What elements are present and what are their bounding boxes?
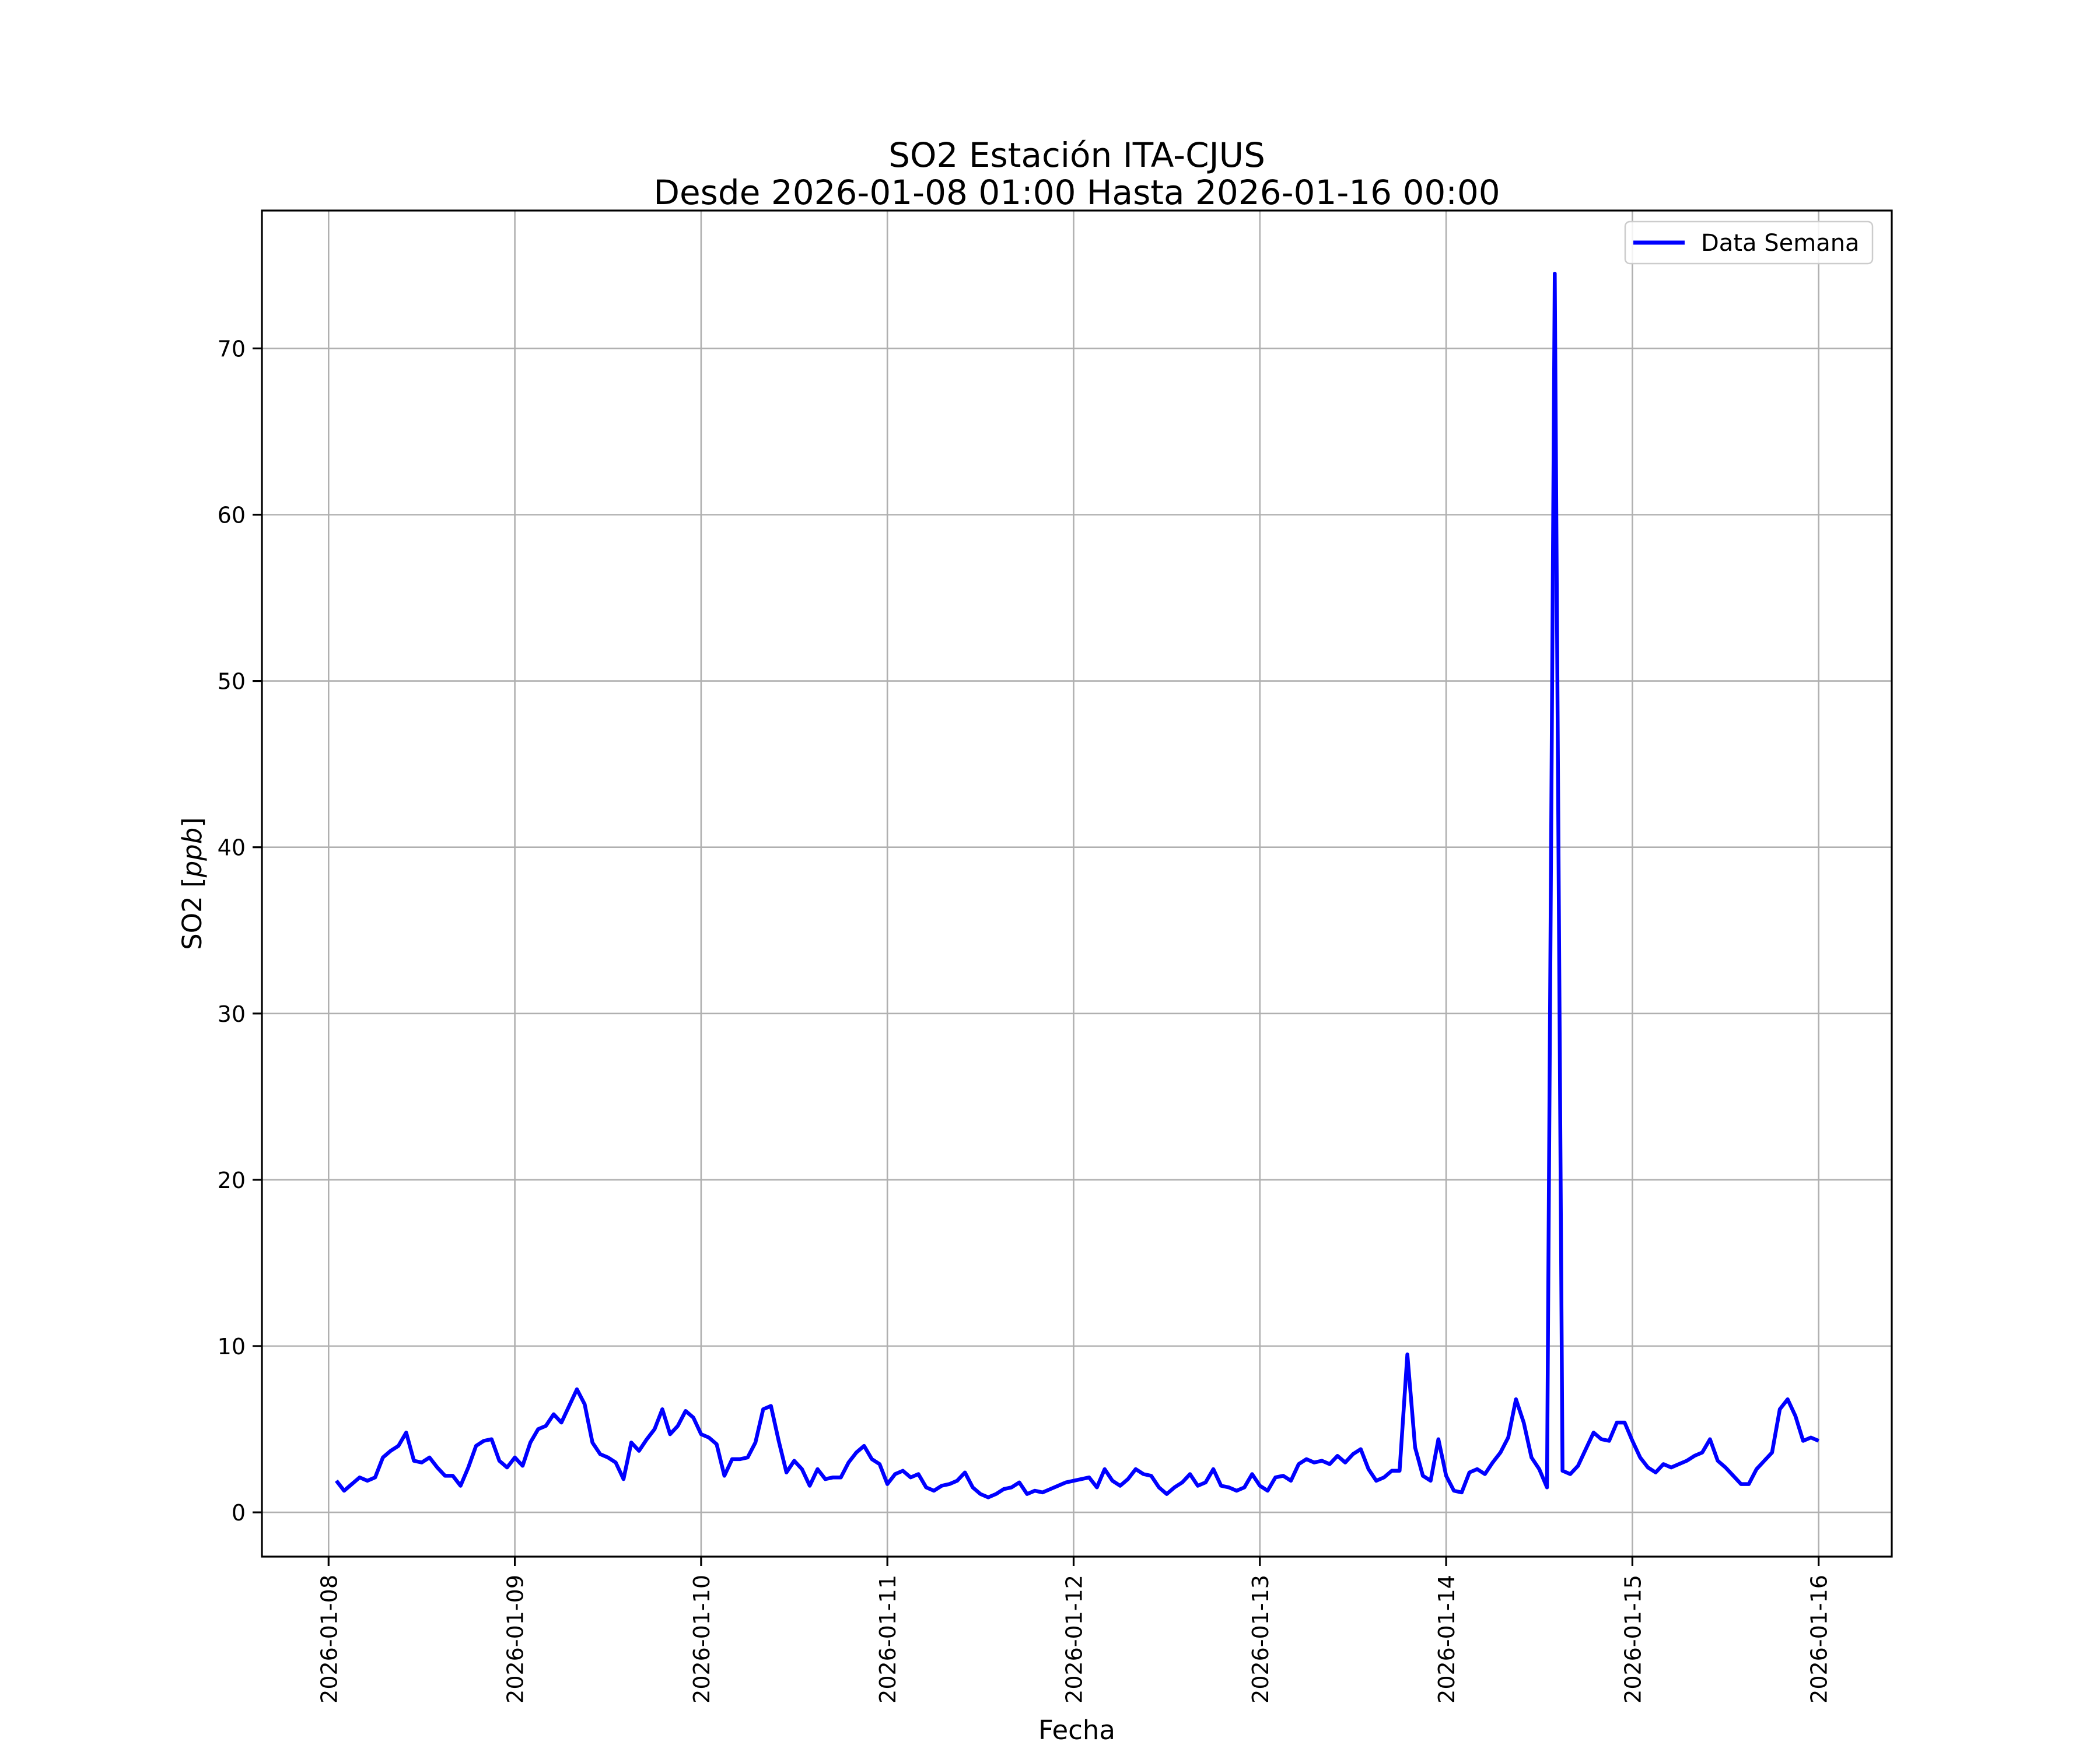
- x-tick-label: 2026-01-09: [503, 1575, 528, 1704]
- grid-lines: [262, 211, 1892, 1557]
- x-tick-label: 2026-01-10: [689, 1575, 715, 1704]
- x-tick-label: 2026-01-14: [1434, 1575, 1460, 1704]
- tick-marks: [253, 347, 1820, 1566]
- y-tick-label: 70: [218, 336, 246, 362]
- x-tick-labels: 2026-01-08 2026-01-09 2026-01-10 2026-01-11…: [316, 1575, 1832, 1704]
- chart-subtitle: Desde 2026-01-08 01:00 Hasta 2026-01-16 …: [653, 173, 1500, 212]
- x-axis-label: Fecha: [1038, 1715, 1115, 1746]
- y-tick-label: 10: [218, 1334, 246, 1359]
- y-tick-label: 40: [218, 835, 246, 861]
- y-tick-label: 60: [218, 503, 246, 528]
- y-axis-label-prefix: SO2 [: [177, 877, 208, 949]
- chart-title: SO2 Estación ITA-CJUS: [888, 135, 1265, 175]
- plot-frame: [261, 209, 1893, 1558]
- x-tick-label: 2026-01-12: [1061, 1575, 1087, 1704]
- x-tick-label: 2026-01-13: [1248, 1575, 1273, 1704]
- y-tick-label: 50: [218, 669, 246, 695]
- x-tick-label: 2026-01-08: [316, 1575, 342, 1704]
- x-tick-label: 2026-01-15: [1620, 1575, 1646, 1704]
- y-tick-label: 0: [232, 1500, 246, 1526]
- legend: Data Semana: [1624, 220, 1874, 265]
- data-semana-line: [335, 271, 1819, 1499]
- y-tick-label: 20: [218, 1168, 246, 1193]
- x-tick-label: 2026-01-11: [875, 1575, 901, 1704]
- y-axis-label: SO2 [ppb]: [177, 817, 208, 950]
- y-axis-label-units: ppb: [177, 828, 208, 878]
- y-tick-label: 30: [218, 1001, 246, 1027]
- data-series-group: [335, 271, 1819, 1499]
- y-tick-labels: 0 10 20 30 40 50 60 70: [218, 336, 246, 1526]
- legend-box: [1624, 220, 1874, 265]
- legend-entry-label: Data Semana: [1701, 230, 1860, 257]
- y-axis-label-suffix: ]: [177, 817, 208, 828]
- x-tick-label: 2026-01-16: [1807, 1575, 1832, 1704]
